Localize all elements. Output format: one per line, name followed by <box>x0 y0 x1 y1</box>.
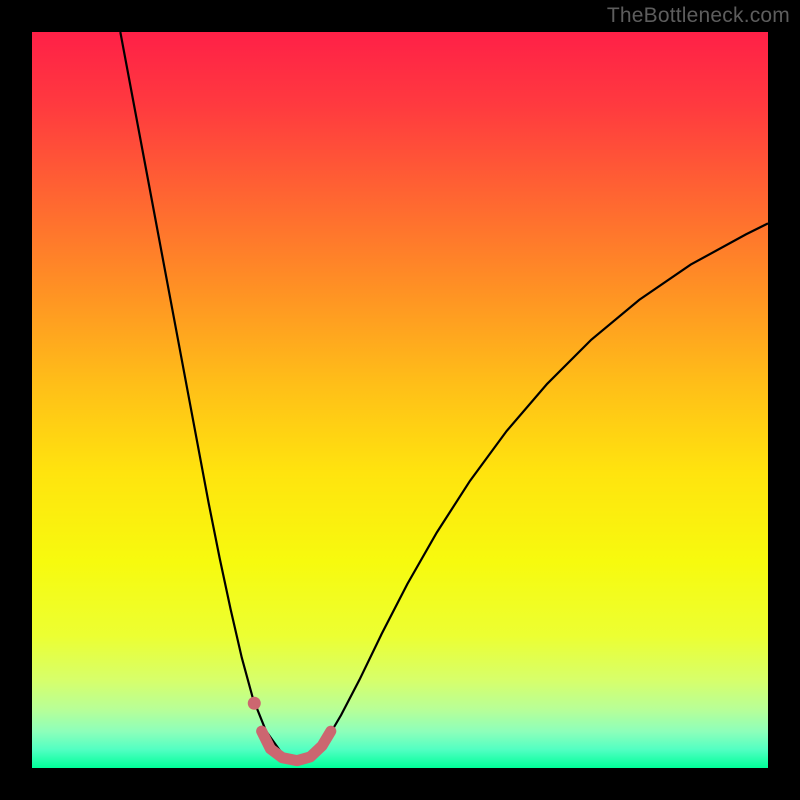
chart-stage: { "watermark": { "text": "TheBottleneck.… <box>0 0 800 800</box>
floor-markers <box>32 32 768 768</box>
watermark-text: TheBottleneck.com <box>607 4 790 28</box>
